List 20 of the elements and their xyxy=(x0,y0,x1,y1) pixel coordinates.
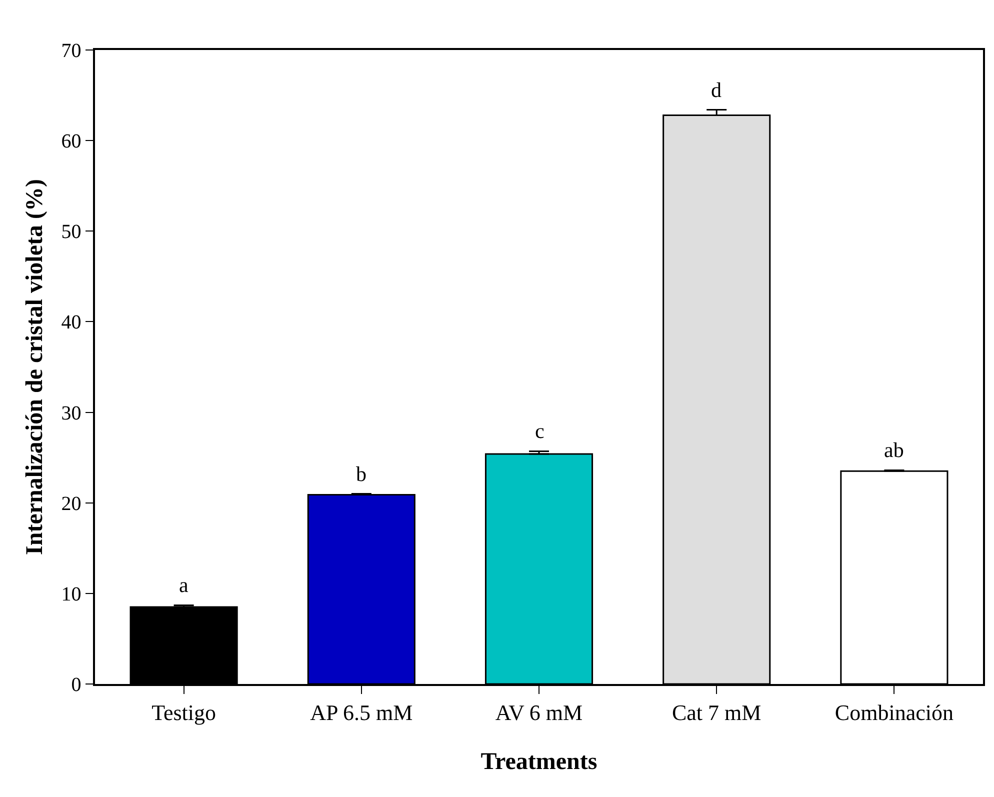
x-tick-label: AP 6.5 mM xyxy=(310,700,413,726)
x-tick-label: Testigo xyxy=(152,700,216,726)
y-tick-label: 50 xyxy=(61,221,82,244)
x-tick-label: Cat 7 mM xyxy=(672,700,762,726)
x-tick-label: AV 6 mM xyxy=(495,700,583,726)
y-tick-label: 0 xyxy=(71,674,82,696)
y-tick-label: 60 xyxy=(61,130,82,153)
annotation: ab xyxy=(884,438,904,462)
annotation: a xyxy=(179,573,189,597)
y-axis-title: Internalización de cristal violeta (%) xyxy=(22,179,48,555)
y-tick-label: 20 xyxy=(61,492,82,515)
annotation: c xyxy=(535,419,544,443)
x-tick-label: Combinación xyxy=(834,700,954,726)
y-tick-label: 30 xyxy=(61,402,82,424)
y-tick-label: 10 xyxy=(61,583,82,606)
y-tick-label: 40 xyxy=(61,312,82,334)
y-tick-label: 70 xyxy=(61,40,82,62)
x-axis-title: Treatments xyxy=(480,748,598,775)
annotation: d xyxy=(711,78,722,102)
annotation: b xyxy=(356,462,366,486)
